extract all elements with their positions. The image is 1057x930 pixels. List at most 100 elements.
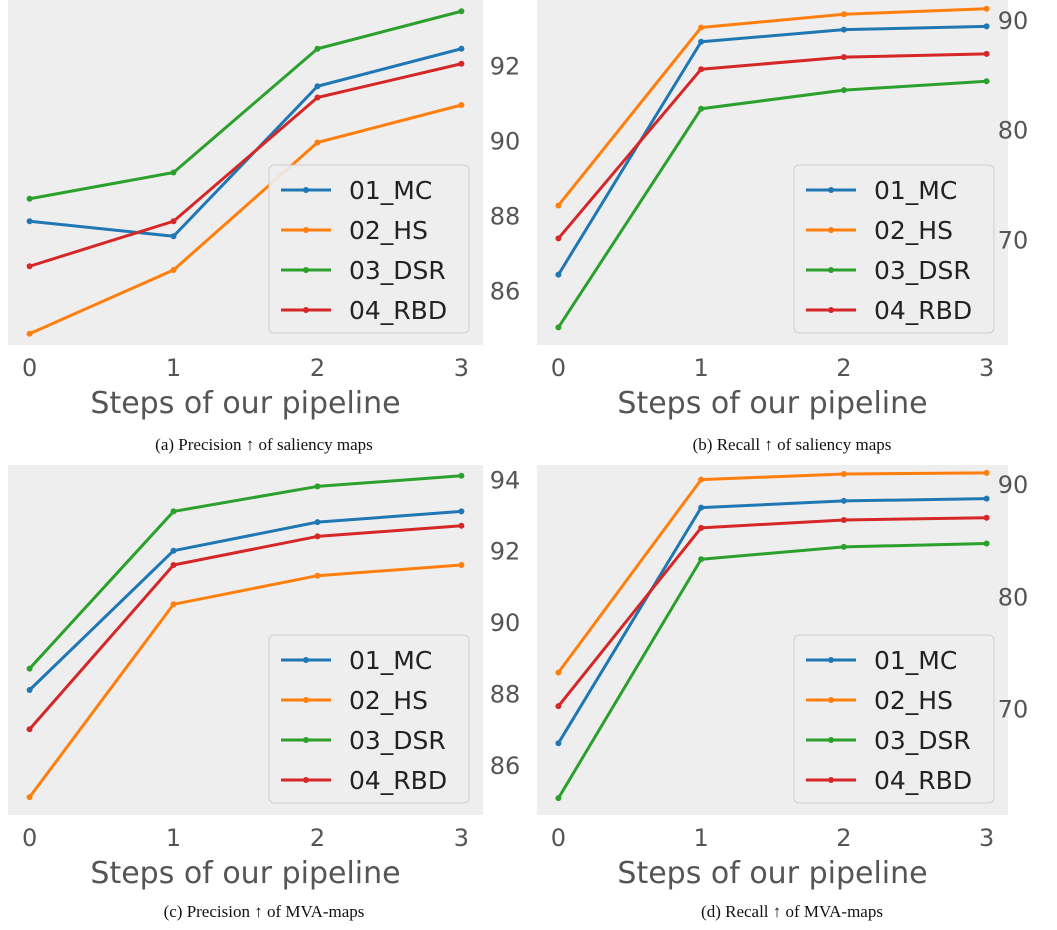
legend-label-02_HS: 02_HS — [349, 686, 428, 715]
data-point-01_MC — [458, 508, 465, 515]
legend-marker-04_RBD — [828, 307, 834, 313]
x-tick-label: 2 — [836, 354, 851, 382]
data-point-02_HS — [26, 330, 33, 337]
x-tick-label: 1 — [693, 354, 708, 382]
data-point-01_MC — [840, 26, 847, 33]
data-point-01_MC — [840, 497, 847, 504]
caption-c: (c) Precision ↑ of MVA-maps — [163, 902, 365, 921]
data-point-04_RBD — [840, 516, 847, 523]
x-tick-label: 3 — [979, 824, 994, 852]
series-line-02_HS — [28, 563, 462, 799]
chart-d: 0 1 2 3 70 80 90 Steps of our pipeline 01_MC 02_H… — [537, 465, 1029, 891]
data-point-02_HS — [840, 11, 847, 18]
data-point-02_HS — [698, 24, 705, 31]
legend-marker-04_RBD — [303, 777, 309, 783]
legend-box — [268, 164, 470, 334]
data-point-03_DSR — [314, 483, 321, 490]
data-point-01_MC — [170, 547, 177, 554]
data-point-02_HS — [458, 102, 465, 108]
x-axis-label: Steps of our pipeline — [617, 856, 927, 891]
data-point-04_RBD — [840, 54, 847, 61]
legend-label-03_DSR: 03_DSR — [349, 726, 446, 755]
y-tick-label: 88 — [490, 681, 521, 709]
chart-panel-d: 0 1 2 3 70 80 90 Steps of our pipeline 01_MC 02_H… — [528, 465, 1056, 930]
x-tick-label: 0 — [551, 354, 566, 382]
data-point-01_MC — [314, 83, 321, 90]
x-axis-label: Steps of our pipeline — [90, 856, 400, 891]
legend-marker-03_DSR — [303, 737, 309, 743]
data-point-01_MC — [983, 23, 990, 30]
data-point-04_RBD — [314, 94, 321, 101]
x-tick-label: 1 — [166, 354, 181, 382]
y-tick-label: 90 — [998, 7, 1029, 35]
legend-marker-01_MC — [303, 187, 309, 193]
data-point-02_HS — [26, 794, 33, 801]
data-point-02_HS — [698, 476, 705, 483]
data-point-01_MC — [458, 45, 465, 52]
legend-box — [793, 164, 995, 334]
series-line-02_HS — [28, 103, 462, 336]
data-point-04_RBD — [26, 263, 33, 270]
chart-panel-b: 0 1 2 3 70 80 90 Steps of our pipeline 01_MC 02_H… — [528, 0, 1056, 465]
x-tick-label: 0 — [551, 824, 566, 852]
data-point-04_RBD — [314, 533, 321, 540]
chart-a: 0 1 2 3 86 88 90 92 Steps of our pipeline 01_MC 02… — [8, 0, 521, 421]
legend-marker-03_DSR — [828, 267, 834, 273]
data-point-03_DSR — [698, 105, 705, 112]
data-point-03_DSR — [26, 195, 33, 202]
data-point-04_RBD — [170, 218, 177, 225]
data-point-03_DSR — [840, 87, 847, 94]
data-point-04_RBD — [458, 522, 465, 529]
chart-panel-a: 0 1 2 3 86 88 90 92 Steps of our pipeline 01_MC 02… — [0, 0, 528, 465]
chart-panel-c: 0 1 2 3 86 88 90 92 94 Steps of our pipeline 01_MC… — [0, 465, 528, 930]
y-tick-label: 92 — [490, 53, 521, 81]
series-line-04_RBD — [557, 52, 987, 240]
data-point-03_DSR — [170, 169, 177, 176]
data-point-02_HS — [314, 139, 321, 146]
series-line-03_DSR — [28, 474, 462, 670]
data-point-02_HS — [983, 469, 990, 476]
data-point-01_MC — [555, 740, 562, 747]
caption-b: (b) Recall ↑ of saliency maps — [692, 435, 892, 454]
y-tick-label: 90 — [998, 471, 1029, 499]
legend-label-03_DSR: 03_DSR — [874, 256, 971, 285]
x-tick-label: 2 — [836, 824, 851, 852]
legend-marker-02_HS — [303, 227, 309, 233]
series-line-03_DSR — [557, 542, 987, 799]
data-point-04_RBD — [983, 514, 990, 521]
series-line-01_MC — [557, 24, 987, 276]
y-tick-label: 70 — [998, 227, 1029, 255]
data-point-01_MC — [26, 687, 33, 693]
legend-marker-01_MC — [828, 187, 834, 193]
y-tick-label: 86 — [490, 752, 521, 780]
legend-label-01_MC: 01_MC — [874, 646, 957, 675]
data-point-03_DSR — [555, 795, 562, 802]
y-tick-label: 94 — [490, 466, 521, 494]
series-line-04_RBD — [28, 524, 462, 731]
data-point-02_HS — [170, 601, 177, 608]
x-tick-label: 1 — [166, 824, 181, 852]
data-point-03_DSR — [983, 540, 990, 547]
data-point-01_MC — [698, 504, 705, 511]
legend-label-02_HS: 02_HS — [874, 686, 953, 715]
caption-d: (d) Recall ↑ of MVA-maps — [701, 902, 883, 921]
series-line-03_DSR — [557, 79, 987, 329]
data-point-04_RBD — [170, 562, 177, 568]
legend-label-04_RBD: 04_RBD — [349, 766, 447, 795]
chart-c: 0 1 2 3 86 88 90 92 94 Steps of our pipeline 01_MC… — [8, 465, 521, 891]
legend-marker-02_HS — [828, 227, 834, 233]
data-point-03_DSR — [458, 8, 465, 15]
data-point-03_DSR — [698, 556, 705, 563]
y-tick-label: 88 — [490, 203, 521, 231]
series-line-01_MC — [28, 509, 462, 692]
caption-a: (a) Precision ↑ of saliency maps — [155, 435, 373, 454]
series-line-02_HS — [557, 471, 987, 674]
legend-box — [268, 634, 470, 804]
x-tick-label: 0 — [22, 824, 37, 852]
data-point-02_HS — [314, 572, 321, 579]
data-point-01_MC — [170, 233, 177, 240]
data-point-04_RBD — [983, 50, 990, 57]
data-point-01_MC — [314, 519, 321, 526]
data-point-02_HS — [555, 669, 562, 676]
legend-box — [793, 634, 995, 804]
